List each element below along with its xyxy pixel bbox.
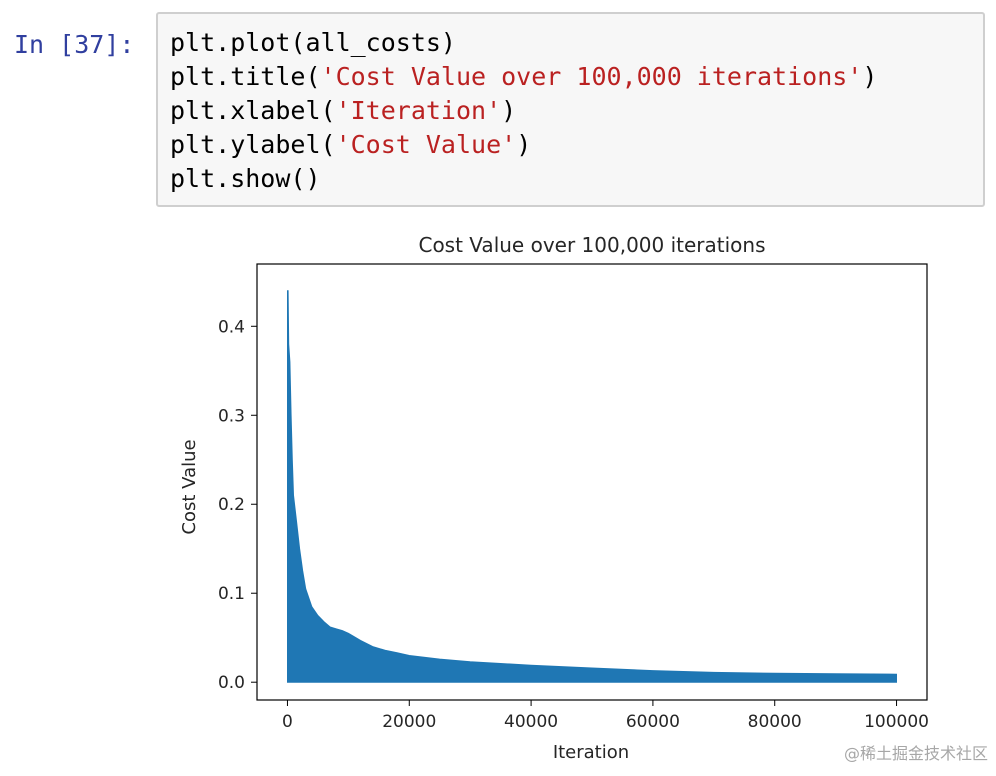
code-editor[interactable]: plt.plot(all_costs) plt.title('Cost Value… [170,26,877,196]
watermark: @稀土掘金技术社区 [843,744,988,763]
code-cell[interactable]: plt.plot(all_costs) plt.title('Cost Value… [156,12,985,207]
x-tick-label: 0 [282,712,293,732]
x-tick-label: 80000 [748,712,802,732]
y-axis-label: Cost Value [179,439,200,534]
y-tick-label: 0.4 [218,317,245,337]
x-tick-label: 60000 [626,712,680,732]
code-line-1: plt.plot(all_costs) [170,28,456,57]
plot-frame [256,263,928,701]
x-axis-label: Iteration [553,742,629,763]
y-tick-label: 0.2 [218,495,245,515]
code-line-2: plt.title('Cost Value over 100,000 itera… [170,62,878,91]
chart-title: Cost Value over 100,000 iterations [418,233,765,257]
cost-series-band [287,290,897,683]
cell-prompt: In [37]: [14,30,135,59]
code-line-3: plt.xlabel('Iteration') [170,96,517,125]
x-tick-label: 20000 [382,712,436,732]
code-line-5: plt.show() [170,164,321,193]
plot-area [287,290,897,683]
x-tick-label: 40000 [504,712,558,732]
x-tick-label: 100000 [864,712,929,732]
code-line-4: plt.ylabel('Cost Value') [170,130,532,159]
y-tick-label: 0.0 [218,673,245,693]
x-axis: 0 20000 40000 60000 80000 100000 [282,700,929,732]
y-axis: 0.0 0.1 0.2 0.3 0.4 [218,317,257,693]
y-tick-label: 0.1 [218,584,245,604]
y-tick-label: 0.3 [218,406,245,426]
